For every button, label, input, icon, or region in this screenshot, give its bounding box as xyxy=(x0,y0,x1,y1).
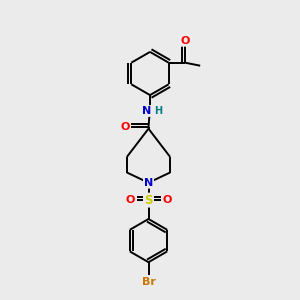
Text: O: O xyxy=(125,195,135,205)
Text: Br: Br xyxy=(142,277,155,287)
Text: O: O xyxy=(162,195,172,205)
Text: H: H xyxy=(154,106,163,116)
Text: S: S xyxy=(144,194,153,207)
Text: N: N xyxy=(142,106,151,116)
Text: O: O xyxy=(181,36,190,46)
Text: N: N xyxy=(144,178,153,188)
Text: O: O xyxy=(120,122,130,132)
